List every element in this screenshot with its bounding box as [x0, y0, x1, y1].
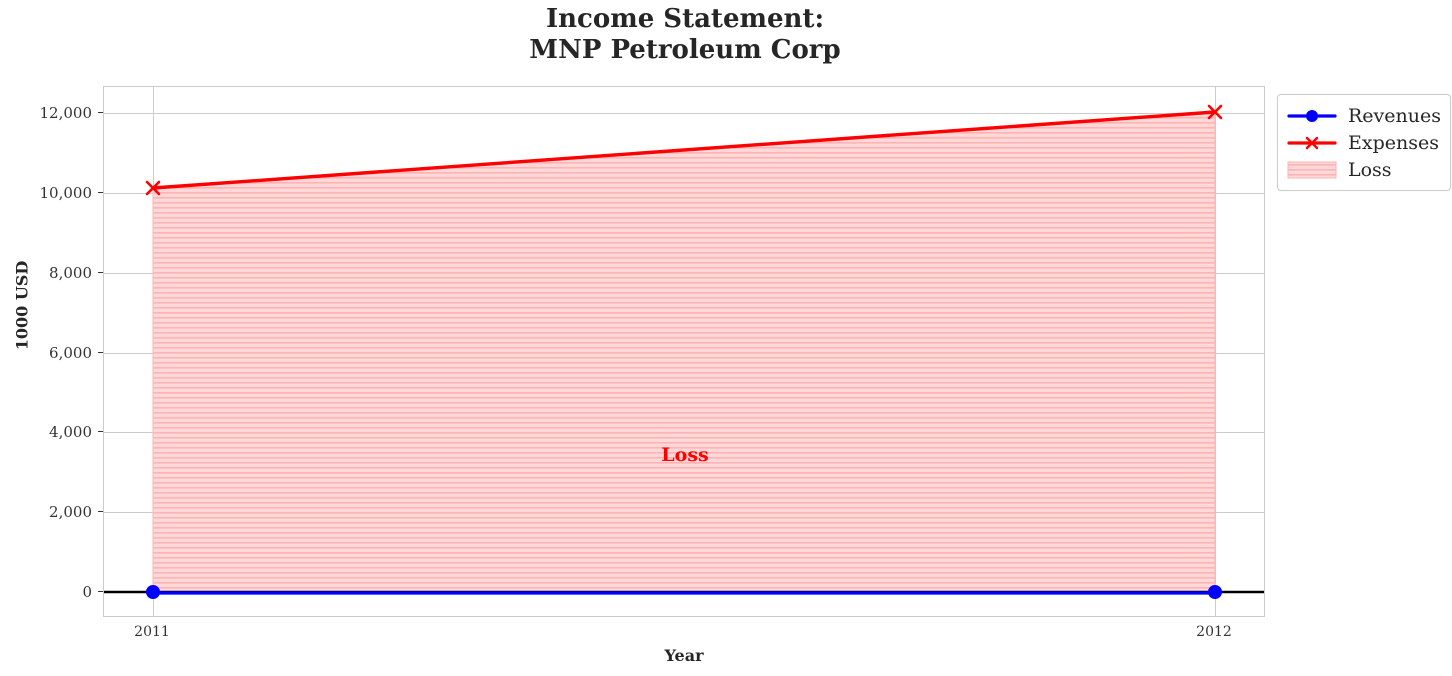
y-tick-mark [98, 352, 103, 353]
y-axis-label: 1000 USD [12, 260, 32, 351]
x-tick-label: 2011 [134, 624, 170, 640]
y-tick-label: 6,000 [49, 344, 92, 362]
legend-label-loss: Loss [1348, 158, 1392, 181]
chart-title: Income Statement: MNP Petroleum Corp [0, 4, 1370, 66]
revenues-marker [1208, 585, 1222, 599]
plot-inner: Loss [104, 87, 1264, 616]
legend-label-revenues: Revenues [1348, 104, 1441, 127]
chart-title-line-1: Income Statement: [545, 4, 825, 34]
chart-legend[interactable]: Revenues Expenses [1277, 94, 1451, 191]
y-tick-label: 10,000 [39, 184, 93, 202]
y-tick-label: 0 [82, 583, 92, 601]
y-tick-label: 2,000 [49, 503, 92, 521]
y-tick-mark [98, 431, 103, 432]
loss-fill-area [152, 111, 1216, 593]
legend-item-expenses[interactable]: Expenses [1286, 129, 1441, 156]
chart-data-layer [104, 104, 1264, 599]
plot-area: Loss [103, 86, 1265, 617]
y-tick-mark [98, 112, 103, 113]
expenses-marker [145, 180, 161, 196]
y-tick-mark [98, 591, 103, 592]
gridline-horizontal [104, 113, 1264, 114]
expenses-line [151, 110, 1217, 190]
y-tick-label: 12,000 [39, 104, 93, 122]
revenues-marker [146, 585, 160, 599]
legend-label-expenses: Expenses [1348, 131, 1439, 154]
y-tick-label: 4,000 [49, 423, 92, 441]
expenses-marker [1207, 104, 1223, 120]
loss-legend-key-icon [1286, 159, 1338, 181]
y-tick-label: 8,000 [49, 264, 92, 282]
legend-item-revenues[interactable]: Revenues [1286, 102, 1441, 129]
y-tick-mark [98, 511, 103, 512]
legend-item-loss[interactable]: Loss [1286, 156, 1441, 183]
y-tick-mark [98, 192, 103, 193]
x-tick-label: 2012 [1196, 624, 1232, 640]
chart-title-line-2: MNP Petroleum Corp [529, 35, 841, 65]
y-tick-mark [98, 272, 103, 273]
revenues-legend-key-icon [1286, 105, 1338, 127]
x-axis-label: Year [664, 646, 704, 665]
expenses-legend-key-icon [1286, 132, 1338, 154]
